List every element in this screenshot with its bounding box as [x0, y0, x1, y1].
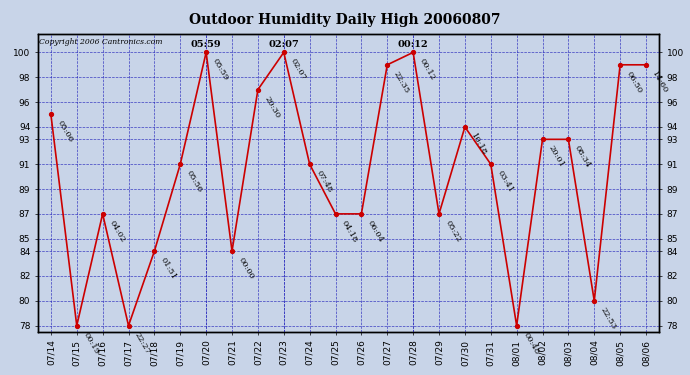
Text: 00:48: 00:48	[521, 331, 540, 356]
Text: Copyright 2006 Cantronics.com: Copyright 2006 Cantronics.com	[39, 38, 163, 46]
Text: 05:56: 05:56	[185, 169, 204, 194]
Text: 00:19: 00:19	[81, 331, 101, 356]
Text: 01:51: 01:51	[159, 256, 178, 281]
Text: 22:27: 22:27	[133, 331, 152, 356]
Text: 08:34: 08:34	[573, 144, 592, 170]
Text: 10:18: 10:18	[469, 132, 489, 157]
Text: 02:07: 02:07	[288, 57, 307, 82]
Text: 06:04: 06:04	[366, 219, 385, 244]
Text: 07:48: 07:48	[314, 169, 333, 194]
Text: 00:00: 00:00	[237, 256, 255, 281]
Text: 00:12: 00:12	[398, 40, 428, 49]
Text: 05:59: 05:59	[191, 40, 221, 49]
Text: Outdoor Humidity Daily High 20060807: Outdoor Humidity Daily High 20060807	[189, 13, 501, 27]
Text: 04:18: 04:18	[340, 219, 359, 244]
Text: 02:07: 02:07	[268, 40, 299, 49]
Text: 05:59: 05:59	[210, 57, 230, 82]
Text: 05:06: 05:06	[55, 120, 75, 144]
Text: 00:12: 00:12	[417, 57, 437, 82]
Text: 05:22: 05:22	[444, 219, 462, 244]
Text: 14:60: 14:60	[651, 70, 670, 95]
Text: 04:02: 04:02	[107, 219, 126, 244]
Text: 03:41: 03:41	[495, 169, 515, 194]
Text: 20:30: 20:30	[262, 94, 282, 119]
Text: 20:01: 20:01	[547, 144, 566, 169]
Text: 22:35: 22:35	[392, 70, 411, 94]
Text: 06:50: 06:50	[624, 70, 644, 94]
Text: 22:53: 22:53	[599, 306, 618, 331]
